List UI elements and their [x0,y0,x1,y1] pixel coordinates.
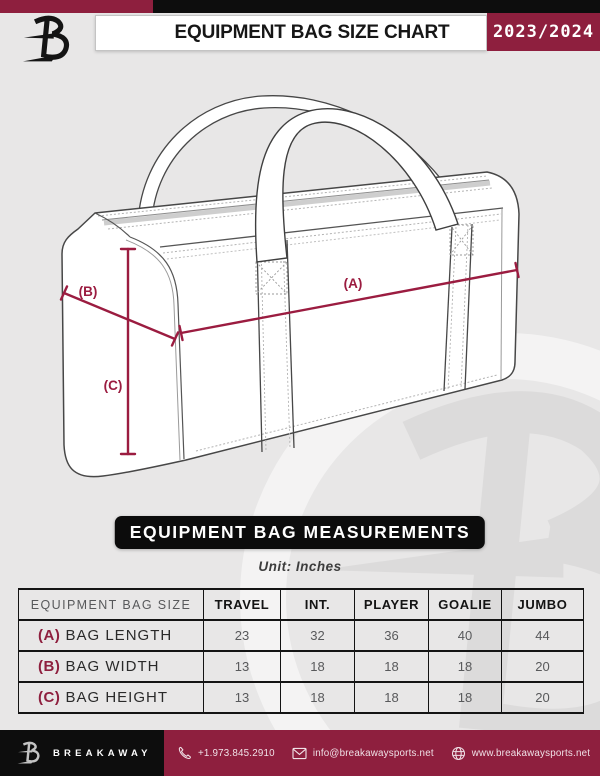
row-label-text: BAG LENGTH [65,627,173,644]
cell-value: 36 [354,619,429,652]
footer-website-link[interactable]: www.breakawaysports.net [451,746,590,761]
table-row-bag-height: (C) BAG HEIGHT 13 18 18 18 20 [18,681,584,714]
row-label-text: BAG WIDTH [65,658,160,675]
page-title: EQUIPMENT BAG SIZE CHART [174,22,450,43]
footer-email-link[interactable]: info@breakawaysports.net [292,747,434,760]
footer-brand-box: BREAKAWAY [0,730,164,776]
col-header-travel: TRAVEL [203,588,281,621]
cell-value: 13 [203,681,281,714]
measurements-banner: EQUIPMENT BAG MEASUREMENTS [114,516,486,549]
cell-value: 18 [280,650,355,683]
measurements-banner-label: EQUIPMENT BAG MEASUREMENTS [129,522,471,542]
website-text: www.breakawaysports.net [471,747,591,759]
cell-value: 18 [354,681,429,714]
strip-maroon-segment [0,0,153,13]
breakaway-b-logo-icon [22,14,78,65]
season-label: 2023/2024 [492,22,595,42]
col-header-int: INT. [280,588,355,621]
table-header-row: EQUIPMENT BAG SIZE TRAVEL INT. PLAYER GO… [18,588,584,621]
title-banner: EQUIPMENT BAG SIZE CHART [95,15,487,51]
cell-value: 32 [280,619,355,652]
cell-value: 20 [501,681,584,714]
season-badge: 2023/2024 [487,13,600,51]
footer-bar: BREAKAWAY +1.973.845.2910 info@breakaway… [0,730,600,776]
dimension-arrows [59,247,520,456]
table-row-bag-width: (B) BAG WIDTH 13 18 18 18 20 [18,650,584,683]
col-header-jumbo: JUMBO [501,588,584,621]
cell-value: 23 [203,619,281,652]
cell-value: 44 [501,619,584,652]
row-label-text: BAG HEIGHT [65,689,169,706]
phone-icon [178,746,191,760]
cell-value: 18 [280,681,355,714]
phone-text: +1.973.845.2910 [198,747,275,759]
row-key: (C) [38,689,61,706]
cell-value: 18 [354,650,429,683]
row-key: (A) [38,627,61,644]
strip-black-segment [153,0,600,13]
cell-value: 13 [203,650,281,683]
envelope-icon [292,747,307,759]
col-header-goalie: GOALIE [428,588,502,621]
dim-label-c: (C) [104,378,123,393]
cell-value: 20 [501,650,584,683]
email-text: info@breakawaysports.net [312,747,434,759]
x-stitch-boxes [255,224,474,295]
footer-phone-link[interactable]: +1.973.845.2910 [178,746,275,760]
brand-name: BREAKAWAY [53,747,152,759]
row-key: (B) [38,658,61,675]
top-accent-strip [0,0,600,13]
breakaway-b-logo-icon [17,741,44,765]
unit-label: Unit: Inches [258,559,342,574]
cell-value: 18 [428,681,502,714]
dim-label-a: (A) [344,276,363,291]
col-header-player: PLAYER [354,588,429,621]
cell-value: 40 [428,619,502,652]
col-header-size: EQUIPMENT BAG SIZE [18,588,204,621]
cell-value: 18 [428,650,502,683]
footer-contacts: +1.973.845.2910 info@breakawaysports.net… [178,730,590,776]
table-row-bag-length: (A) BAG LENGTH 23 32 36 40 44 [18,619,584,652]
dim-label-b: (B) [79,284,98,299]
size-table: EQUIPMENT BAG SIZE TRAVEL INT. PLAYER GO… [18,588,584,714]
globe-icon [451,746,465,760]
